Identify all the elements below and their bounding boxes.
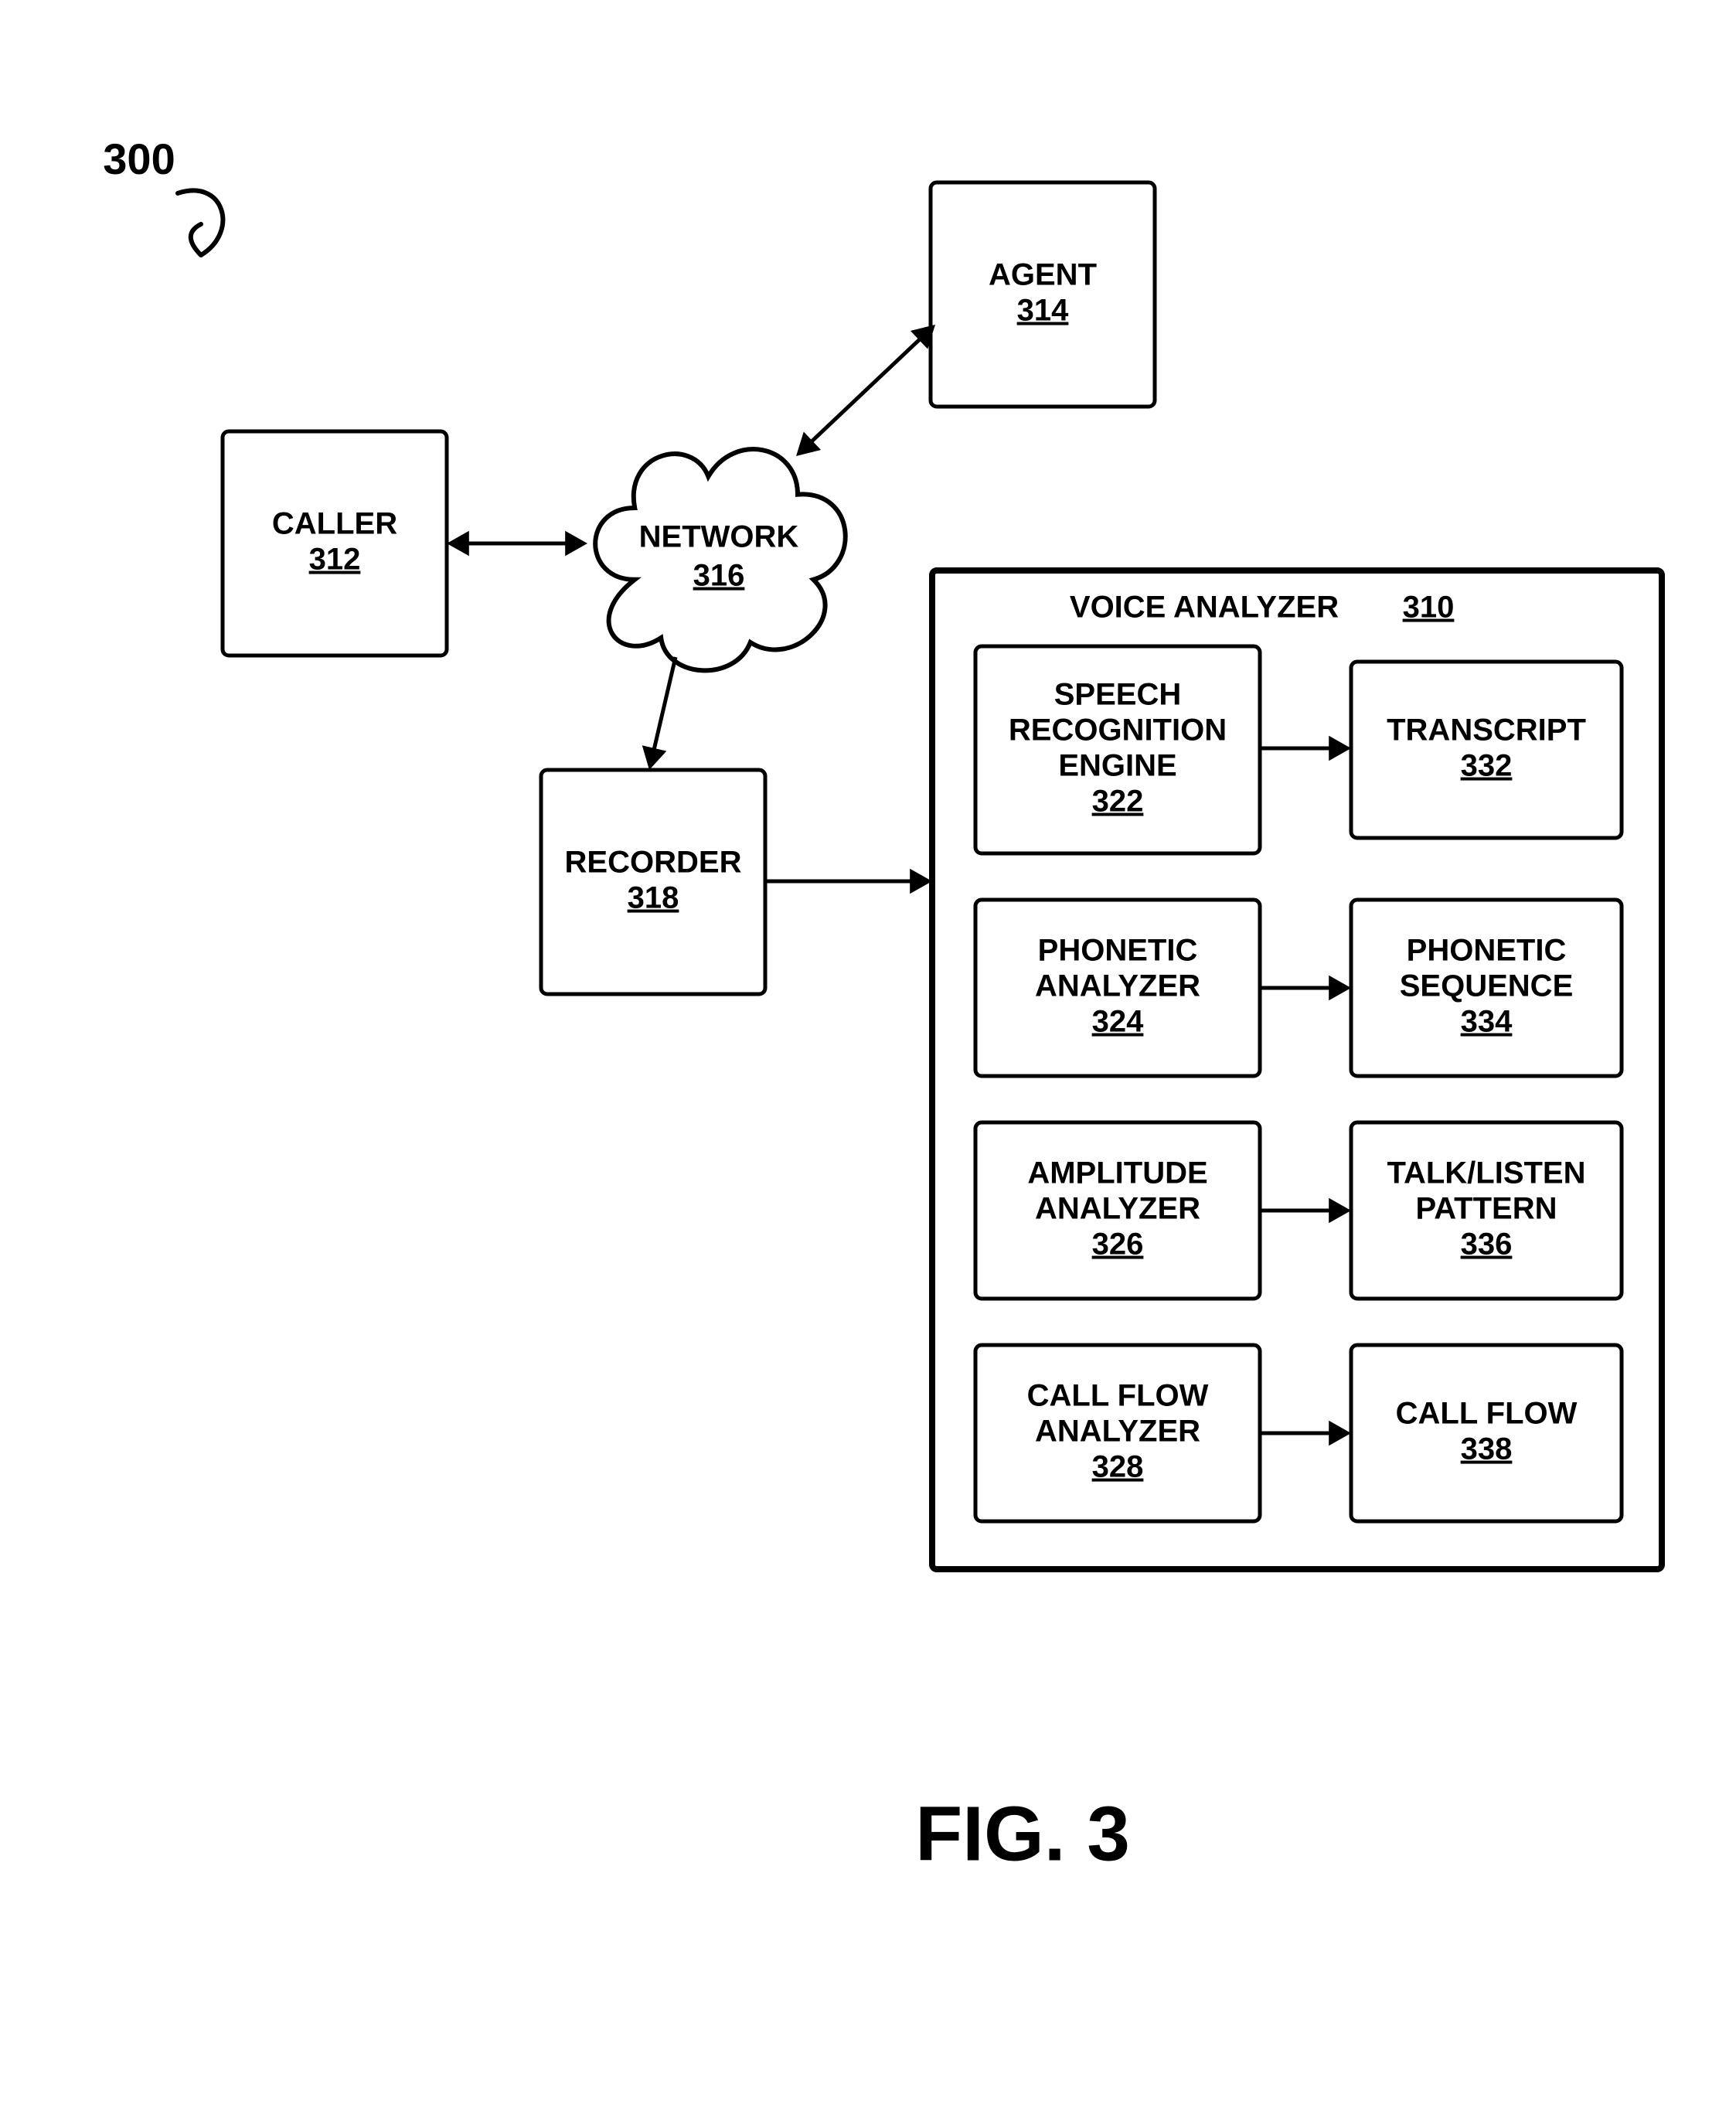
label: AMPLITUDE (1027, 1156, 1207, 1190)
ref-number: 336 (1461, 1228, 1513, 1262)
label: CALL FLOW (1396, 1397, 1578, 1431)
label: ENGINE (1058, 749, 1176, 783)
figure-caption: FIG. 3 (915, 1790, 1130, 1877)
ref-number: 334 (1461, 1005, 1513, 1039)
label: VOICE ANALYZER (1070, 591, 1339, 625)
figure-ref-number: 300 (103, 135, 175, 183)
label: SPEECH (1054, 678, 1182, 712)
ref-number: 324 (1092, 1005, 1144, 1039)
ref-number: 314 (1017, 294, 1069, 328)
label: RECOGNITION (1009, 713, 1227, 747)
ref-number: 328 (1092, 1450, 1144, 1484)
ref-number: 310 (1403, 591, 1455, 625)
label: AGENT (989, 258, 1097, 292)
label: RECORDER (565, 846, 742, 880)
label: TALK/LISTEN (1387, 1156, 1585, 1190)
ref-number: 318 (628, 881, 679, 915)
label: NETWORK (639, 520, 799, 554)
edge (808, 336, 924, 444)
label: PATTERN (1416, 1192, 1557, 1226)
ref-number: 312 (309, 543, 361, 577)
label: TRANSCRIPT (1387, 713, 1586, 747)
label: SEQUENCE (1400, 969, 1574, 1003)
label: ANALYZER (1035, 969, 1200, 1003)
label: PHONETIC (1407, 934, 1567, 968)
label: PHONETIC (1038, 934, 1198, 968)
label: ANALYZER (1035, 1192, 1200, 1226)
label: CALLER (272, 507, 397, 541)
ref-number: 338 (1461, 1432, 1513, 1466)
label: ANALYZER (1035, 1415, 1200, 1449)
ref-number: 332 (1461, 749, 1513, 783)
curl-mark (178, 190, 223, 255)
ref-number: 316 (693, 559, 745, 593)
ref-number: 326 (1092, 1228, 1144, 1262)
voice-analyzer-diagram: 300 VOICE ANALYZER 310 CALLER312 AGENT314 REC… (0, 0, 1736, 2125)
edge (653, 657, 676, 754)
label: CALL FLOW (1027, 1379, 1209, 1413)
ref-number: 322 (1092, 785, 1144, 819)
